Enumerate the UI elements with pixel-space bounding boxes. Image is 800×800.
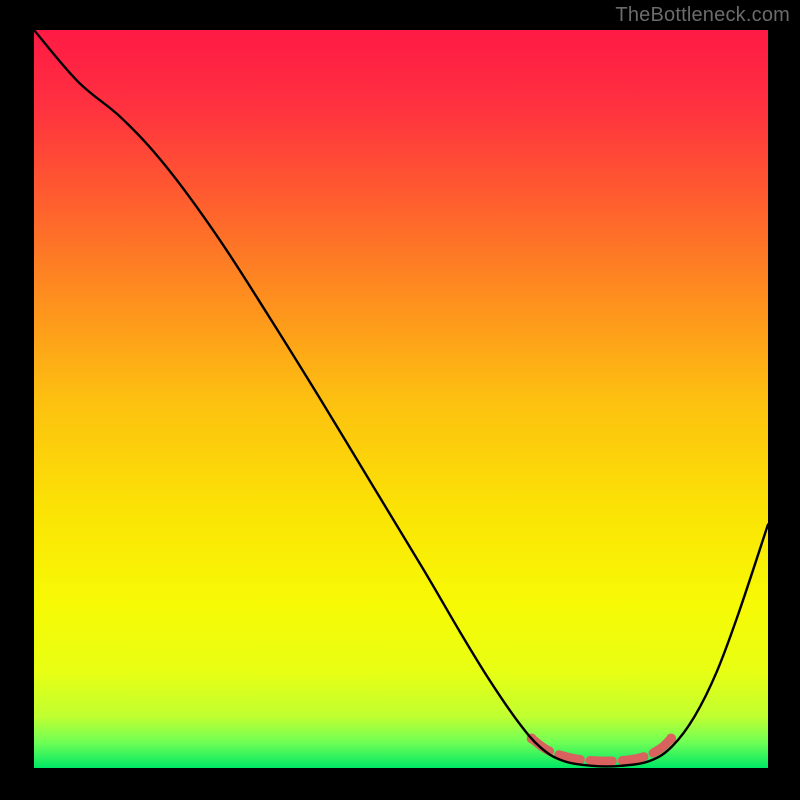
bottleneck-curve bbox=[34, 30, 768, 766]
valley-endcap-right bbox=[666, 733, 676, 743]
plot-area bbox=[34, 30, 768, 768]
chart-stage: TheBottleneck.com bbox=[0, 0, 800, 800]
watermark-text: TheBottleneck.com bbox=[615, 4, 790, 27]
chart-svg bbox=[34, 30, 768, 768]
valley-highlight-band bbox=[532, 738, 671, 761]
